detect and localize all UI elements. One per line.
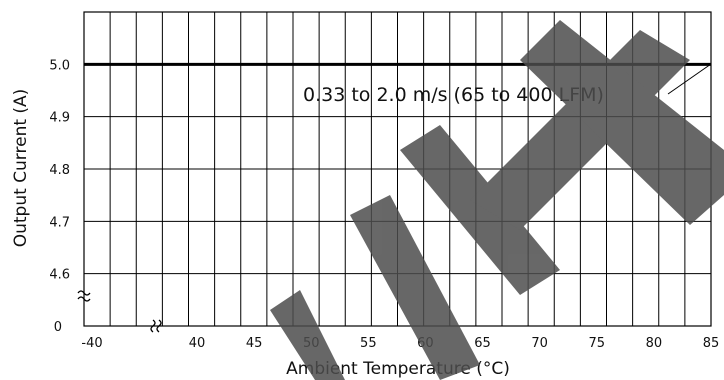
x-tick-label: 85 <box>703 336 720 351</box>
y-tick-label: 4.9 <box>49 111 70 126</box>
y-tick-label: 4.7 <box>49 215 70 230</box>
axis-breaks <box>77 290 162 333</box>
watermark <box>270 20 724 380</box>
y-tick-label: 0 <box>54 320 62 335</box>
annotation-leader-line <box>667 63 712 95</box>
x-tick-label: 45 <box>246 336 263 351</box>
y-tick-label: 5.0 <box>49 58 70 73</box>
x-tick-label: 70 <box>531 336 548 351</box>
y-tick-label: 4.6 <box>49 268 70 283</box>
x-tick-label: 40 <box>189 336 206 351</box>
x-tick-label: 55 <box>360 336 377 351</box>
x-tick-label: -40 <box>81 336 102 351</box>
x-tick-label: 65 <box>474 336 491 351</box>
watermark-stroke-3 <box>400 125 560 295</box>
y-tick-label: 4.8 <box>49 163 70 178</box>
x-tick-label: 80 <box>646 336 663 351</box>
y-axis-break <box>77 290 91 302</box>
watermark-stroke-1 <box>270 290 345 380</box>
x-tick-label: 75 <box>589 336 606 351</box>
watermark-stroke-2 <box>350 195 480 380</box>
watermark-stroke-5 <box>520 20 724 225</box>
y-axis-title: Output Current (A) <box>11 89 31 248</box>
y-tick-labels: 0 4.6 4.7 4.8 4.9 5.0 <box>49 58 70 335</box>
series-annotation: 0.33 to 2.0 m/s (65 to 400 LFM) <box>303 84 604 106</box>
x-axis-break <box>150 319 162 333</box>
